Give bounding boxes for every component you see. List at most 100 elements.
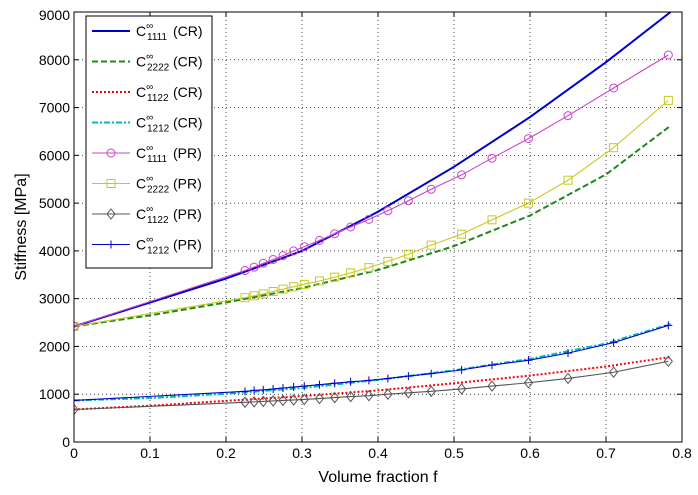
data-point <box>426 240 436 250</box>
series-line-1122-cr <box>74 355 671 411</box>
data-point <box>524 356 533 365</box>
data-point <box>383 388 393 401</box>
y-tick-label: 2000 <box>39 338 70 354</box>
data-point <box>403 386 414 399</box>
data-point <box>278 251 288 261</box>
data-point <box>523 198 533 208</box>
legend-marker <box>106 148 116 158</box>
series-line-1111-cr <box>74 12 672 328</box>
data-point <box>364 263 374 273</box>
legend-entry: C∞ 2222 (PR) <box>92 174 202 196</box>
legend-entry: C∞ 1111 (CR) <box>92 21 203 43</box>
y-tick-label: 6000 <box>39 147 70 163</box>
data-point <box>249 396 259 408</box>
data-point <box>268 254 278 264</box>
data-point <box>279 384 287 393</box>
x-tick-label: 0.8 <box>672 445 692 461</box>
legend-entry: C∞ 1111 (PR) <box>92 143 202 165</box>
data-point <box>268 287 278 296</box>
data-point <box>346 377 355 386</box>
y-tick-label: 5000 <box>39 195 70 211</box>
data-point <box>457 170 467 180</box>
data-point <box>487 215 497 225</box>
data-point <box>300 382 309 391</box>
data-point <box>259 385 268 394</box>
data-point <box>278 394 288 407</box>
series-layer <box>74 12 672 411</box>
data-point <box>563 372 573 385</box>
data-point <box>345 390 356 403</box>
data-point <box>289 383 298 392</box>
data-point <box>523 376 534 389</box>
x-tick-label: 0.1 <box>140 445 160 461</box>
data-point <box>564 349 572 358</box>
legend-label: C∞ 1122 (PR) <box>136 204 202 226</box>
legend-marker <box>107 240 115 249</box>
data-point <box>364 214 374 224</box>
legend-label: C∞ 2222 (CR) <box>136 52 203 74</box>
data-point <box>288 394 299 406</box>
data-point <box>609 143 619 153</box>
data-point <box>299 279 309 289</box>
data-point <box>249 262 259 272</box>
x-tick-label: 0.6 <box>520 445 540 461</box>
legend-label: C∞ 1111 (CR) <box>136 21 203 43</box>
x-tick-label: 0.2 <box>216 445 236 461</box>
data-point <box>240 265 250 275</box>
x-tick-label: 0.4 <box>368 445 388 461</box>
data-point <box>346 222 356 232</box>
data-point <box>299 393 309 406</box>
data-point <box>427 369 436 378</box>
data-point <box>364 389 374 402</box>
y-tick-label: 4000 <box>39 243 70 259</box>
grid-lines <box>74 12 682 442</box>
x-tick-label: 0.5 <box>444 445 464 461</box>
data-point <box>330 391 340 404</box>
data-point <box>426 184 436 194</box>
data-point <box>240 396 250 409</box>
legend-entry: C∞ 1122 (CR) <box>92 82 203 104</box>
legend-label: C∞ 2222 (PR) <box>136 174 202 196</box>
legend-label: C∞ 1122 (CR) <box>136 82 203 104</box>
legend-marker <box>106 179 116 188</box>
data-point <box>664 321 673 330</box>
data-point <box>404 372 413 381</box>
data-point <box>563 111 573 121</box>
data-point <box>74 321 79 331</box>
marker-layer <box>74 50 673 416</box>
legend-label: C∞ 1111 (PR) <box>136 143 202 165</box>
data-point <box>330 379 339 388</box>
data-point <box>299 242 309 252</box>
x-tick-label: 0.7 <box>596 445 616 461</box>
legend-entry: C∞ 1212 (CR) <box>92 113 203 135</box>
data-point <box>608 366 619 379</box>
tick-marks <box>73 11 683 443</box>
data-point <box>403 249 413 259</box>
y-axis-label: Stiffness [MPa] <box>13 173 30 280</box>
data-point <box>383 256 393 266</box>
data-point <box>403 196 413 206</box>
x-tick-label: 0.3 <box>292 445 312 461</box>
data-point <box>487 380 497 392</box>
legend-box <box>85 15 213 269</box>
y-tick-label: 3000 <box>39 291 70 307</box>
legend: C∞ 1111 (CR) C∞ 2222 (CR) C∞ 1122 (CR) C∞ 1212 (CR)… <box>85 15 213 269</box>
data-point <box>74 396 78 405</box>
data-point <box>663 50 673 60</box>
data-point <box>457 229 467 239</box>
data-point <box>258 395 268 408</box>
data-point <box>314 235 324 245</box>
data-point <box>346 268 356 278</box>
data-point <box>663 95 673 105</box>
data-point <box>258 258 268 268</box>
data-point <box>240 293 250 303</box>
data-point <box>249 291 259 301</box>
legend-label: C∞ 1212 (PR) <box>136 235 202 257</box>
x-axis-label: Volume fraction f <box>318 469 438 486</box>
data-point <box>563 175 573 185</box>
data-point <box>663 355 673 368</box>
data-point <box>330 272 340 282</box>
y-tick-label: 8000 <box>39 52 70 68</box>
y-tick-label: 7000 <box>39 100 70 116</box>
